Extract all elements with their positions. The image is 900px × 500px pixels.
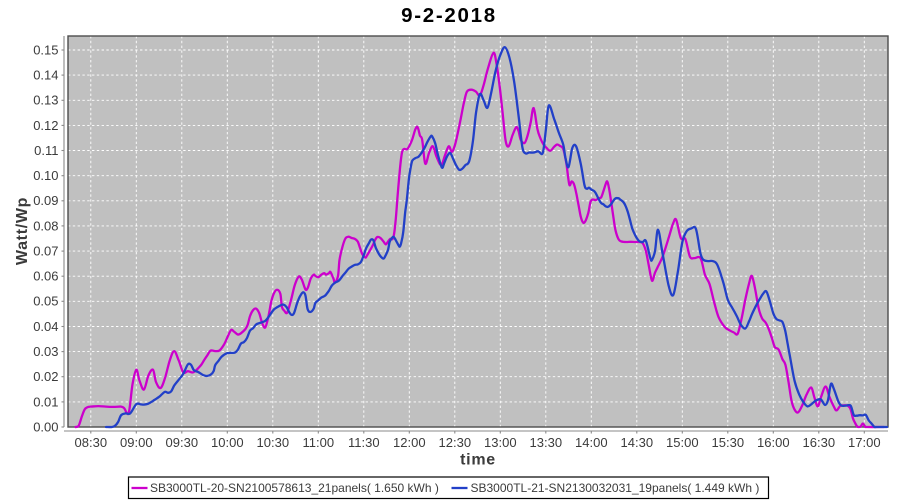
svg-text:11:30: 11:30 bbox=[348, 435, 380, 450]
svg-text:0.10: 0.10 bbox=[33, 168, 58, 183]
svg-text:09:30: 09:30 bbox=[166, 435, 199, 450]
svg-text:09:00: 09:00 bbox=[120, 435, 153, 450]
svg-text:16:30: 16:30 bbox=[803, 435, 836, 450]
svg-text:0.07: 0.07 bbox=[33, 244, 58, 259]
svg-text:17:00: 17:00 bbox=[848, 435, 881, 450]
svg-text:10:00: 10:00 bbox=[211, 435, 244, 450]
svg-text:14:30: 14:30 bbox=[621, 435, 654, 450]
svg-text:12:00: 12:00 bbox=[393, 435, 426, 450]
svg-text:13:00: 13:00 bbox=[484, 435, 517, 450]
svg-text:0.02: 0.02 bbox=[33, 369, 58, 384]
svg-text:15:30: 15:30 bbox=[712, 435, 745, 450]
svg-text:11:00: 11:00 bbox=[303, 435, 335, 450]
svg-text:0.03: 0.03 bbox=[33, 344, 58, 359]
svg-text:14:00: 14:00 bbox=[575, 435, 608, 450]
svg-text:time: time bbox=[460, 452, 496, 469]
svg-text:0.00: 0.00 bbox=[33, 419, 58, 434]
svg-text:0.13: 0.13 bbox=[33, 93, 58, 108]
svg-text:0.12: 0.12 bbox=[33, 118, 58, 133]
svg-text:SB3000TL-21-SN2130032031_19pan: SB3000TL-21-SN2130032031_19panels( 1.449… bbox=[471, 481, 760, 495]
svg-text:SB3000TL-20-SN2100578613_21pan: SB3000TL-20-SN2100578613_21panels( 1.650… bbox=[150, 481, 439, 495]
svg-text:10:30: 10:30 bbox=[257, 435, 290, 450]
svg-text:0.11: 0.11 bbox=[34, 143, 58, 158]
svg-text:0.15: 0.15 bbox=[33, 42, 58, 57]
svg-text:12:30: 12:30 bbox=[439, 435, 472, 450]
svg-text:0.14: 0.14 bbox=[33, 68, 58, 83]
svg-text:9-2-2018: 9-2-2018 bbox=[401, 4, 497, 27]
svg-text:13:30: 13:30 bbox=[530, 435, 563, 450]
svg-text:15:00: 15:00 bbox=[666, 435, 699, 450]
svg-text:Watt/Wp: Watt/Wp bbox=[14, 197, 31, 265]
svg-text:0.05: 0.05 bbox=[33, 294, 58, 309]
svg-text:08:30: 08:30 bbox=[75, 435, 108, 450]
svg-text:0.09: 0.09 bbox=[33, 193, 58, 208]
svg-text:0.06: 0.06 bbox=[33, 269, 58, 284]
svg-text:16:00: 16:00 bbox=[757, 435, 790, 450]
svg-text:0.08: 0.08 bbox=[33, 218, 58, 233]
svg-text:0.01: 0.01 bbox=[33, 394, 58, 409]
svg-text:0.04: 0.04 bbox=[33, 319, 58, 334]
